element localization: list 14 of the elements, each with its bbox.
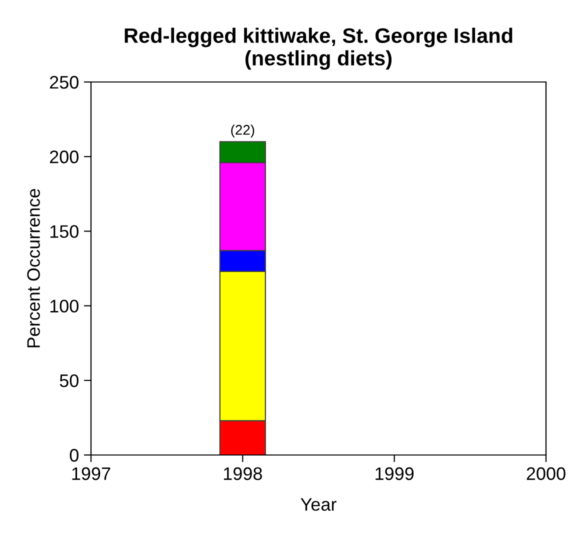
chart-title: Red-legged kittiwake, St. George Island (nestling diets) bbox=[124, 28, 512, 70]
y-tick-label: 0 bbox=[70, 448, 78, 462]
annotation: (22) bbox=[231, 124, 254, 138]
x-tick-label: 2000 bbox=[526, 467, 566, 480]
x-tick-label: 1999 bbox=[376, 467, 414, 480]
x-tick-label: 1997 bbox=[72, 467, 110, 480]
y-tick-label: 250 bbox=[50, 76, 78, 89]
y-axis-title: Percent Occurrence bbox=[27, 189, 40, 348]
y-tick-label: 150 bbox=[50, 225, 78, 238]
y-tick-label: 100 bbox=[50, 300, 78, 313]
y-tick-label: 50 bbox=[60, 374, 78, 388]
y-tick-label: 200 bbox=[50, 150, 78, 164]
x-axis-title: Year bbox=[300, 498, 336, 511]
x-tick-label: 1998 bbox=[224, 467, 262, 480]
